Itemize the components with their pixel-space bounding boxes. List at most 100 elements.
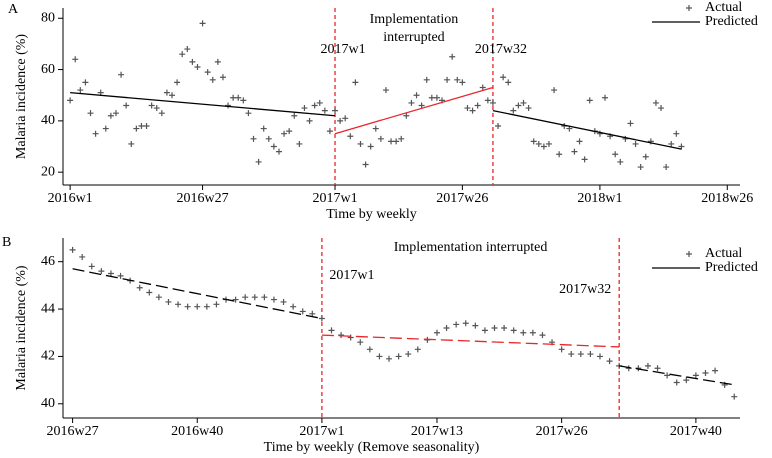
actual-point xyxy=(225,102,232,109)
actual-point xyxy=(495,123,502,129)
x-axis-title: Time by weekly (Remove seasonality) xyxy=(264,440,480,455)
actual-point xyxy=(77,87,84,94)
y-axis-title: Malaria incidence (%) xyxy=(14,265,29,390)
actual-point xyxy=(413,92,420,99)
actual-point xyxy=(558,346,565,353)
x-tick-label: 2017w1 xyxy=(312,191,357,206)
actual-point xyxy=(88,263,95,270)
x-tick-label: 2017w26 xyxy=(436,191,488,206)
actual-point xyxy=(376,353,383,360)
actual-point xyxy=(79,253,86,260)
actual-point xyxy=(194,303,201,310)
actual-point xyxy=(133,125,140,132)
interruption-label: 2017w32 xyxy=(475,42,527,57)
actual-point xyxy=(194,64,201,70)
actual-point xyxy=(347,334,354,341)
actual-point xyxy=(529,329,536,336)
actual-point xyxy=(692,372,699,379)
x-tick-label: 2016w1 xyxy=(48,191,93,206)
x-tick-label: 2017w13 xyxy=(411,424,463,439)
actual-point xyxy=(311,102,318,109)
actual-point xyxy=(165,298,172,305)
actual-point xyxy=(169,92,176,99)
actual-point xyxy=(454,76,461,83)
actual-point xyxy=(453,321,460,328)
interruption-label: 2017w1 xyxy=(329,268,374,283)
actual-point xyxy=(388,138,395,145)
actual-point xyxy=(449,53,456,60)
actual-point xyxy=(175,301,182,308)
actual-point xyxy=(443,325,450,331)
actual-point xyxy=(673,379,680,386)
actual-point xyxy=(602,94,609,101)
actual-point xyxy=(143,123,150,129)
actual-point xyxy=(357,140,364,147)
actual-point xyxy=(275,148,282,155)
actual-point xyxy=(328,327,335,334)
actual-point xyxy=(265,135,272,142)
actual-point xyxy=(464,105,471,112)
actual-point xyxy=(136,284,143,291)
actual-point xyxy=(123,102,130,109)
actual-point xyxy=(301,105,308,112)
actual-point xyxy=(551,87,558,94)
actual-point xyxy=(155,294,162,301)
actual-point xyxy=(472,322,479,329)
legend-actual: Actual xyxy=(705,246,742,261)
actual-point xyxy=(702,370,709,376)
actual-point xyxy=(326,128,333,135)
x-tick-label: 2016w40 xyxy=(171,424,223,439)
actual-point xyxy=(622,135,629,142)
actual-point xyxy=(98,268,105,275)
y-tick-label: 60 xyxy=(41,62,55,77)
actual-point xyxy=(596,130,603,137)
y-tick-label: 40 xyxy=(41,113,55,128)
annotation: Implementation interrupted xyxy=(394,240,548,255)
actual-point xyxy=(209,76,216,83)
actual-point xyxy=(395,353,402,360)
actual-point xyxy=(102,125,109,132)
actual-point xyxy=(296,140,303,147)
actual-point xyxy=(501,325,508,331)
actual-point xyxy=(433,94,440,101)
actual-point xyxy=(515,102,522,109)
actual-point xyxy=(357,339,364,346)
predicted-line xyxy=(70,92,336,117)
actual-point xyxy=(230,94,237,101)
actual-point xyxy=(260,125,267,132)
actual-point xyxy=(642,153,649,160)
predicted-line xyxy=(72,268,323,320)
actual-point xyxy=(367,143,374,150)
actual-point xyxy=(576,138,583,145)
actual-point xyxy=(342,115,349,122)
actual-point xyxy=(469,107,476,114)
actual-point xyxy=(652,99,659,106)
actual-point xyxy=(107,112,114,119)
actual-point xyxy=(398,135,405,142)
actual-point xyxy=(568,351,575,358)
actual-point xyxy=(418,102,425,109)
actual-point xyxy=(97,89,104,96)
y-tick-label: 20 xyxy=(41,164,55,179)
actual-point xyxy=(82,79,89,86)
actual-point xyxy=(318,315,325,322)
y-tick-label: 42 xyxy=(41,349,55,364)
actual-point xyxy=(510,327,517,334)
actual-point xyxy=(245,110,252,117)
predicted-line xyxy=(492,109,682,150)
actual-point xyxy=(286,128,293,135)
predicted-line xyxy=(334,86,494,135)
actual-point xyxy=(596,353,603,360)
actual-point xyxy=(87,110,94,117)
actual-point xyxy=(481,327,488,334)
predicted-line xyxy=(321,334,620,348)
actual-point xyxy=(309,310,316,317)
x-tick-label: 2016w27 xyxy=(47,424,99,439)
actual-point xyxy=(500,74,507,81)
actual-point xyxy=(530,138,537,145)
actual-point xyxy=(712,367,719,374)
actual-point xyxy=(72,56,79,63)
actual-point xyxy=(117,272,124,279)
actual-point xyxy=(235,94,242,101)
actual-point xyxy=(174,79,181,86)
